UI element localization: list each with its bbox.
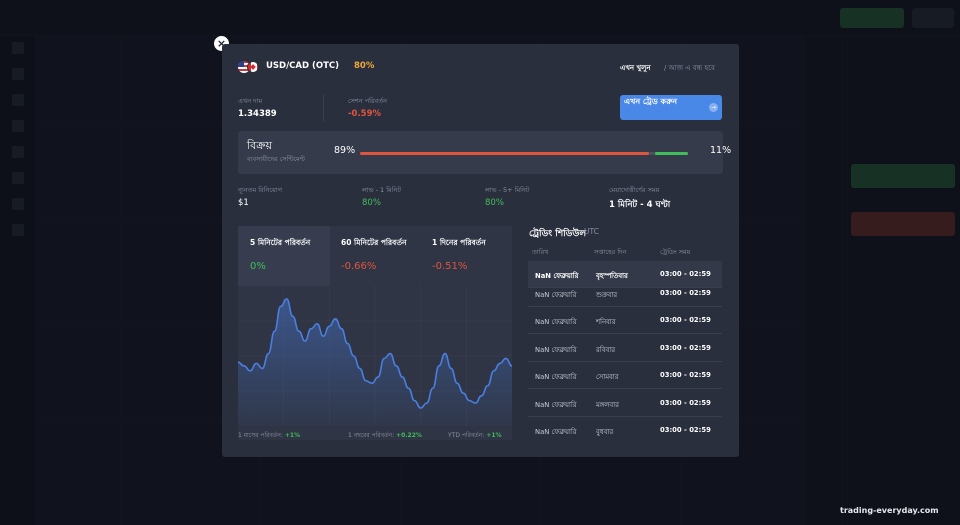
schedule-header-time: ট্রেডিং সময়	[660, 248, 691, 256]
sell-fill	[360, 152, 649, 155]
schedule-date: NaN ফেব্রুয়ারি	[535, 373, 577, 381]
schedule-date: NaN ফেব্রুয়ারি	[535, 346, 577, 354]
asset-info-modal: USD/CAD (OTC) 80% এখন খুলুন / আজ এ বন্ধ …	[222, 44, 739, 457]
schedule-date: NaN ফেব্রুয়ারি	[535, 401, 577, 409]
month-change-value: +1%	[284, 432, 301, 439]
schedule-row: NaN ফেব্রুয়ারি শনিবার 03:00 - 02:59	[528, 307, 722, 334]
market-status-close: / আজ এ বন্ধ হবে	[664, 64, 715, 72]
schedule-time: 03:00 - 02:59	[660, 426, 711, 434]
schedule-title: ট্রেডিং শিডিউল	[529, 229, 587, 239]
divider	[323, 94, 324, 122]
ytd-change: YTD পরিবর্তন: +1%	[448, 432, 502, 439]
schedule-time: 03:00 - 02:59	[660, 344, 711, 352]
schedule-time: 03:00 - 02:59	[660, 316, 711, 324]
chart-series-line	[238, 298, 512, 409]
schedule-row: NaN ফেব্রুয়ারি বৃহস্পতিবার 03:00 - 02:5…	[528, 261, 722, 288]
trader-sentiment: বিক্রয় ব্যবসায়ীদের সেন্টিমেন্ট 89% 11%	[238, 131, 731, 174]
price-area-chart	[238, 286, 512, 426]
schedule-row: NaN ফেব্রুয়ারি শুক্রবার 03:00 - 02:59	[528, 280, 722, 307]
asset-pair-name: USD/CAD (OTC)	[266, 61, 340, 71]
schedule-date: NaN ফেব্রুয়ারি	[535, 272, 579, 280]
sell-percent: 89%	[334, 145, 356, 156]
tab-1day-change[interactable]: 1 দিনের পরিবর্তন -0.51%	[420, 226, 512, 286]
modal-header: USD/CAD (OTC) 80% এখন খুলুন / আজ এ বন্ধ …	[238, 60, 723, 74]
session-change-value: -0.59%	[348, 109, 382, 119]
schedule-time: 03:00 - 02:59	[660, 399, 711, 407]
buy-fill	[655, 152, 688, 155]
schedule-row: NaN ফেব্রুয়ারি রবিবার 03:00 - 02:59	[528, 335, 722, 362]
schedule-day: বুধবার	[596, 428, 614, 436]
sentiment-bar	[360, 152, 688, 155]
trade-now-button[interactable]: এখন ট্রেড করুন →	[620, 95, 722, 120]
arrow-right-icon: →	[709, 103, 718, 112]
schedule-header-date: তারিখ	[532, 248, 549, 256]
current-price-label: এখন দাম	[238, 97, 263, 105]
year-change: 1 বছরের পরিবর্তন: +0.22%	[348, 432, 422, 439]
schedule-date: NaN ফেব্রুয়ারি	[535, 428, 577, 436]
schedule-timezone: UTC	[584, 227, 599, 236]
sentiment-subtitle: ব্যবসায়ীদের সেন্টিমেন্ট	[247, 155, 305, 163]
expiry-label: মেয়াদোত্তীর্ণের সময়	[609, 186, 660, 194]
schedule-day: বৃহস্পতিবার	[596, 272, 628, 280]
sentiment-title: বিক্রয়	[247, 139, 272, 152]
min-investment-label: ন্যূনতম বিনিয়োগ	[238, 186, 282, 194]
watermark: trading-everyday.com	[840, 506, 939, 515]
schedule-date: NaN ফেব্রুয়ারি	[535, 318, 577, 326]
tab-label: 60 মিনিটের পরিবর্তন	[341, 238, 407, 247]
schedule-time: 03:00 - 02:59	[660, 289, 711, 297]
schedule-day: রবিবার	[596, 346, 615, 354]
schedule-time: 03:00 - 02:59	[660, 270, 711, 278]
chart-area-fill	[238, 298, 512, 426]
profit-1min-label: লাভ - 1 মিনিট	[362, 186, 402, 194]
current-price-value: 1.34389	[238, 109, 277, 119]
trade-now-label: এখন ট্রেড করুন	[624, 97, 678, 106]
buy-percent: 11%	[710, 145, 732, 156]
tab-label: 1 দিনের পরিবর্তন	[432, 238, 486, 247]
session-change-label: সেশন পরিবর্তন	[348, 97, 387, 105]
schedule-row: NaN ফেব্রুয়ারি বুধবার 03:00 - 02:59	[528, 417, 722, 444]
tab-value: -0.51%	[432, 261, 468, 272]
tab-5min-change[interactable]: 5 মিনিটের পরিবর্তন 0%	[238, 226, 330, 286]
schedule-header-day: সপ্তাহের দিন	[594, 248, 627, 256]
tab-60min-change[interactable]: 60 মিনিটের পরিবর্তন -0.66%	[329, 226, 421, 286]
market-status-open: এখন খুলুন	[620, 64, 651, 72]
profit-1min-value: 80%	[362, 198, 381, 208]
schedule-row: NaN ফেব্রুয়ারি মঙ্গলবার 03:00 - 02:59	[528, 390, 722, 417]
month-change: 1 মাসের পরিবর্তন: +1%	[238, 432, 301, 439]
profit-5min-label: লাভ - 5+ মিনিট	[485, 186, 530, 194]
expiry-value: 1 মিনিট - 4 ঘণ্টা	[609, 200, 671, 210]
min-investment-value: $1	[238, 198, 249, 208]
asset-payout: 80%	[354, 61, 375, 71]
schedule-day: শুক্রবার	[596, 291, 618, 299]
tab-label: 5 মিনিটের পরিবর্তন	[250, 238, 311, 247]
tab-value: -0.66%	[341, 261, 377, 272]
schedule-row: NaN ফেব্রুয়ারি সোমবার 03:00 - 02:59	[528, 362, 722, 389]
currency-flags	[238, 60, 260, 74]
schedule-date: NaN ফেব্রুয়ারি	[535, 291, 577, 299]
canada-flag-icon	[247, 61, 259, 73]
year-change-value: +0.22%	[396, 432, 422, 439]
schedule-day: মঙ্গলবার	[596, 401, 619, 409]
ytd-change-value: +1%	[486, 432, 502, 439]
tab-value: 0%	[250, 261, 266, 272]
schedule-time: 03:00 - 02:59	[660, 371, 711, 379]
price-change-panel: 5 মিনিটের পরিবর্তন 0% 60 মিনিটের পরিবর্ত…	[238, 226, 512, 440]
schedule-day: সোমবার	[596, 373, 619, 381]
profit-5min-value: 80%	[485, 198, 504, 208]
schedule-day: শনিবার	[596, 318, 616, 326]
